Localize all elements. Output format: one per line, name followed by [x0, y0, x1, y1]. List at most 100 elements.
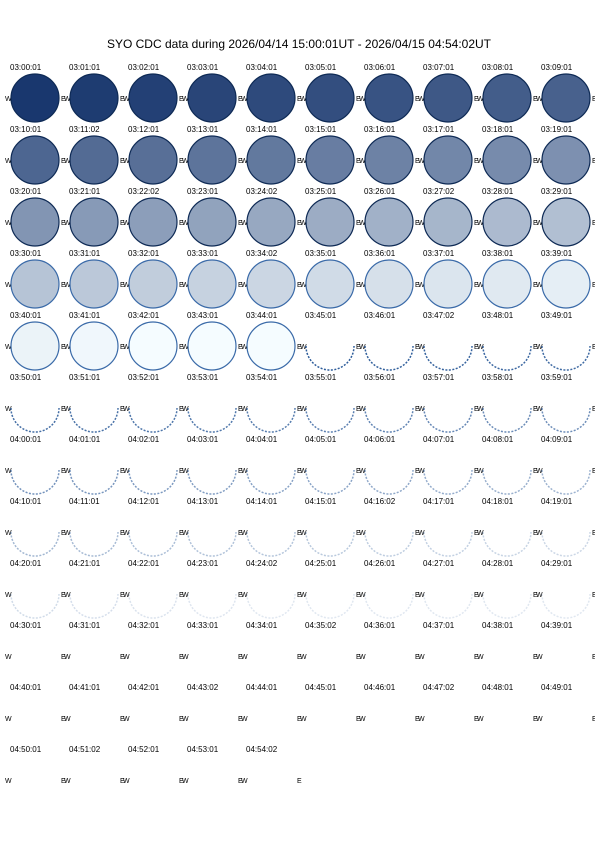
west-label: W: [64, 654, 71, 661]
frame-time: 03:29:01: [541, 187, 573, 196]
east-label: E: [533, 220, 538, 227]
west-label: W: [300, 220, 307, 227]
west-label: W: [536, 654, 543, 661]
west-label: W: [536, 592, 543, 599]
east-label: E: [356, 716, 361, 723]
west-label: W: [359, 468, 366, 475]
west-label: W: [300, 716, 307, 723]
west-label: W: [5, 468, 12, 475]
sky-image: [423, 259, 473, 309]
sky-image: [128, 197, 178, 247]
west-label: W: [418, 716, 425, 723]
west-label: W: [477, 468, 484, 475]
east-label: E: [356, 592, 361, 599]
east-label: E: [179, 530, 184, 537]
frame-time: 04:49:01: [541, 683, 573, 692]
east-label: E: [592, 344, 595, 351]
frame-time: 03:55:01: [305, 373, 337, 382]
west-label: W: [182, 530, 189, 537]
frame-time: 04:07:01: [423, 435, 455, 444]
east-label: E: [356, 654, 361, 661]
frame-time: 03:39:01: [541, 249, 573, 258]
sheet-title: SYO CDC data during 2026/04/14 15:00:01U…: [107, 37, 492, 51]
west-label: W: [64, 158, 71, 165]
sky-image: [246, 321, 296, 371]
sky-image: [10, 197, 60, 247]
east-label: E: [356, 158, 361, 165]
west-label: W: [359, 96, 366, 103]
west-label: W: [123, 158, 130, 165]
west-label: W: [300, 344, 307, 351]
frame-time: 04:38:01: [482, 621, 514, 630]
east-label: E: [533, 468, 538, 475]
east-label: E: [533, 654, 538, 661]
sky-image: [364, 259, 414, 309]
east-label: E: [474, 654, 479, 661]
sky-image: [364, 73, 414, 123]
sky-image: [128, 135, 178, 185]
east-label: E: [592, 282, 595, 289]
east-label: E: [533, 344, 538, 351]
east-label: E: [592, 592, 595, 599]
frame-time: 04:41:01: [69, 683, 101, 692]
sky-image: [10, 73, 60, 123]
frame-time: 04:11:01: [69, 497, 100, 506]
frame-time: 03:28:01: [482, 187, 514, 196]
frame-time: 04:31:01: [69, 621, 101, 630]
east-label: E: [474, 716, 479, 723]
frame-time: 04:32:01: [128, 621, 160, 630]
frame-time: 03:13:01: [187, 125, 219, 134]
east-label: E: [61, 220, 66, 227]
west-label: W: [5, 96, 12, 103]
east-label: E: [120, 344, 125, 351]
sky-image: [305, 135, 355, 185]
west-label: W: [182, 158, 189, 165]
west-label: W: [536, 158, 543, 165]
west-label: W: [418, 220, 425, 227]
frame-time: 04:43:02: [187, 683, 219, 692]
frame-time: 03:42:01: [128, 311, 160, 320]
east-label: E: [238, 96, 243, 103]
west-label: W: [5, 220, 12, 227]
east-label: E: [120, 96, 125, 103]
east-label: E: [415, 406, 420, 413]
frame-time: 03:02:01: [128, 63, 160, 72]
east-label: E: [179, 468, 184, 475]
frame-time: 03:05:01: [305, 63, 337, 72]
east-label: E: [179, 778, 184, 785]
sky-image: [187, 321, 237, 371]
east-label: E: [297, 220, 302, 227]
west-label: W: [241, 716, 248, 723]
sky-image: [541, 197, 591, 247]
sky-image: [305, 197, 355, 247]
frame-time: 04:26:01: [364, 559, 396, 568]
east-label: E: [592, 716, 595, 723]
frame-time: 04:47:02: [423, 683, 455, 692]
east-label: E: [238, 778, 243, 785]
frame-time: 04:48:01: [482, 683, 514, 692]
sky-image: [246, 259, 296, 309]
west-label: W: [477, 220, 484, 227]
frame-time: 03:23:01: [187, 187, 219, 196]
east-label: E: [120, 406, 125, 413]
frame-time: 03:15:01: [305, 125, 337, 134]
west-label: W: [5, 344, 12, 351]
east-label: E: [415, 282, 420, 289]
east-label: E: [474, 592, 479, 599]
east-label: E: [592, 654, 595, 661]
frame-time: 03:53:01: [187, 373, 219, 382]
west-label: W: [123, 778, 130, 785]
frame-time: 04:10:01: [10, 497, 42, 506]
frame-time: 04:16:02: [364, 497, 396, 506]
frame-time: 04:40:01: [10, 683, 42, 692]
east-label: E: [120, 530, 125, 537]
frame-time: 03:48:01: [482, 311, 514, 320]
west-label: W: [477, 592, 484, 599]
sky-image: [10, 321, 60, 371]
west-label: W: [241, 468, 248, 475]
frame-time: 03:22:02: [128, 187, 160, 196]
frame-time: 04:09:01: [541, 435, 573, 444]
frame-time: 03:10:01: [10, 125, 42, 134]
frame-time: 03:01:01: [69, 63, 101, 72]
frame-time: 04:54:02: [246, 745, 278, 754]
